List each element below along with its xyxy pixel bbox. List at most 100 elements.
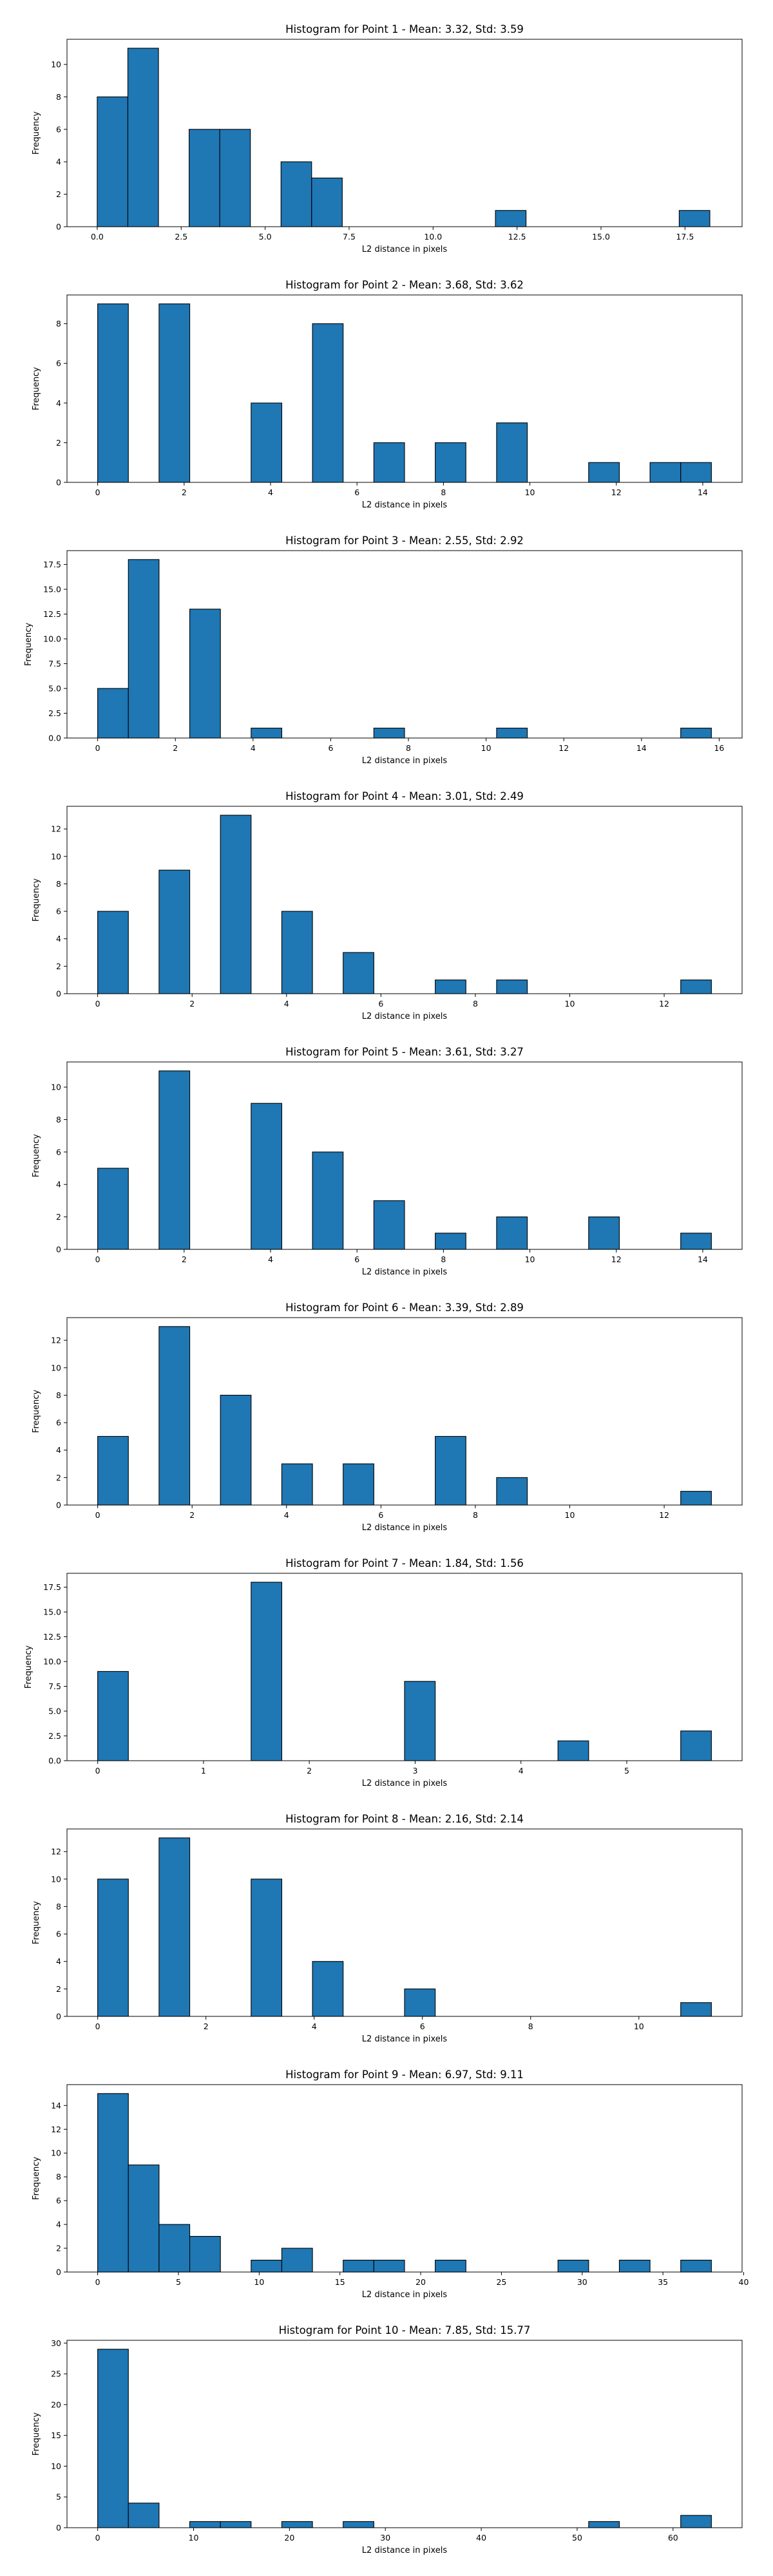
y-tick-label: 6 bbox=[56, 1147, 61, 1157]
x-tick-label: 6 bbox=[378, 999, 383, 1009]
x-tick-label: 12 bbox=[611, 1255, 622, 1264]
x-axis-label: L2 distance in pixels bbox=[362, 1523, 448, 1533]
histogram-bar bbox=[373, 728, 405, 739]
y-tick-label: 4 bbox=[56, 934, 61, 943]
histogram-bar bbox=[312, 1961, 344, 2017]
x-tick-label: 10 bbox=[481, 743, 491, 753]
x-tick-label: 20 bbox=[415, 2277, 426, 2287]
x-tick-label: 0 bbox=[95, 743, 100, 753]
x-tick-label: 60 bbox=[668, 2533, 678, 2543]
histogram-bar bbox=[557, 1740, 589, 1761]
x-tick-label: 16 bbox=[714, 743, 724, 753]
histogram-bar bbox=[680, 2515, 712, 2528]
histogram-bar bbox=[251, 402, 283, 483]
x-tick-label: 2 bbox=[182, 1255, 187, 1264]
y-tick-label: 12 bbox=[51, 2125, 61, 2134]
x-tick-label: 0 bbox=[95, 2533, 100, 2543]
x-axis-label: L2 distance in pixels bbox=[362, 756, 448, 766]
y-tick-label: 7.5 bbox=[48, 1681, 61, 1691]
y-tick-label: 12.5 bbox=[43, 609, 61, 619]
y-tick-label: 10 bbox=[51, 60, 61, 70]
axes-frame bbox=[66, 2084, 743, 2273]
y-tick-label: 0 bbox=[56, 989, 61, 999]
x-tick-label: 0.0 bbox=[91, 232, 104, 242]
chart-title: Histogram for Point 2 - Mean: 3.68, Std:… bbox=[285, 279, 524, 291]
x-tick-label: 7.5 bbox=[343, 232, 356, 242]
histogram-bar bbox=[189, 2521, 221, 2528]
x-tick-label: 5.0 bbox=[259, 232, 272, 242]
x-tick-label: 0 bbox=[95, 2277, 100, 2287]
histogram-bar bbox=[588, 462, 620, 483]
y-tick-label: 6 bbox=[56, 2196, 61, 2206]
histogram-bar bbox=[680, 1233, 712, 1250]
y-tick-label: 0.0 bbox=[48, 734, 61, 743]
histogram-bar bbox=[312, 1151, 344, 1250]
chart-panel-1: Histogram for Point 1 - Mean: 3.32, Std:… bbox=[32, 23, 743, 254]
x-tick-label: 17.5 bbox=[676, 232, 694, 242]
x-tick-label: 8 bbox=[441, 488, 446, 497]
histogram-bar bbox=[97, 2349, 129, 2528]
y-tick-label: 10 bbox=[51, 1363, 61, 1372]
histogram-bar bbox=[158, 303, 191, 483]
y-tick-label: 30 bbox=[51, 2338, 61, 2348]
chart-title: Histogram for Point 3 - Mean: 2.55, Std:… bbox=[285, 535, 524, 547]
histogram-bar bbox=[97, 1435, 129, 1506]
x-tick-label: 14 bbox=[636, 743, 647, 753]
x-tick-label: 12 bbox=[558, 743, 569, 753]
histogram-bar bbox=[373, 2259, 405, 2273]
histogram-bar bbox=[97, 688, 129, 739]
y-tick-label: 12.5 bbox=[43, 1632, 61, 1642]
x-tick-label: 12 bbox=[611, 488, 622, 497]
y-tick-label: 0.0 bbox=[48, 1756, 61, 1766]
histogram-bar bbox=[251, 1103, 283, 1250]
histogram-bar bbox=[97, 911, 129, 994]
y-tick-label: 4 bbox=[56, 157, 61, 167]
y-tick-label: 8 bbox=[56, 1115, 61, 1124]
x-tick-label: 2 bbox=[182, 488, 187, 497]
x-axis-label: L2 distance in pixels bbox=[362, 1267, 448, 1277]
y-axis-label: Frequency bbox=[32, 1901, 41, 1944]
y-tick-label: 8 bbox=[56, 1390, 61, 1400]
x-tick-label: 2 bbox=[189, 999, 195, 1009]
chart-panel-3: Histogram for Point 3 - Mean: 2.55, Std:… bbox=[24, 535, 743, 766]
y-tick-label: 12 bbox=[51, 1847, 61, 1857]
y-tick-label: 6 bbox=[56, 1929, 61, 1939]
x-tick-label: 1 bbox=[201, 1766, 206, 1776]
histogram-bar bbox=[189, 609, 221, 739]
x-tick-label: 30 bbox=[577, 2277, 587, 2287]
x-tick-label: 4 bbox=[284, 1510, 289, 1520]
y-tick-label: 10 bbox=[51, 851, 61, 861]
y-tick-label: 4 bbox=[56, 1180, 61, 1189]
x-tick-label: 2 bbox=[189, 1510, 195, 1520]
axes-frame bbox=[66, 1317, 743, 1506]
x-tick-label: 8 bbox=[473, 1510, 478, 1520]
x-axis-label: L2 distance in pixels bbox=[362, 1779, 448, 1788]
chart-panel-8: Histogram for Point 8 - Mean: 2.16, Std:… bbox=[32, 1813, 743, 2044]
chart-title: Histogram for Point 9 - Mean: 6.97, Std:… bbox=[285, 2069, 524, 2081]
chart-title: Histogram for Point 4 - Mean: 3.01, Std:… bbox=[285, 790, 524, 802]
y-tick-label: 10 bbox=[51, 2461, 61, 2471]
histogram-bar bbox=[343, 2259, 374, 2273]
y-axis-label: Frequency bbox=[32, 367, 41, 410]
axes-frame bbox=[66, 806, 743, 994]
chart-panel-9: Histogram for Point 9 - Mean: 6.97, Std:… bbox=[32, 2069, 749, 2300]
y-tick-label: 5.0 bbox=[48, 684, 61, 694]
y-axis-label: Frequency bbox=[24, 623, 33, 666]
histogram-bar bbox=[158, 1070, 191, 1250]
y-tick-label: 5.0 bbox=[48, 1707, 61, 1716]
y-tick-label: 6 bbox=[56, 907, 61, 916]
histogram-bar bbox=[496, 1477, 528, 1506]
y-tick-label: 4 bbox=[56, 1956, 61, 1966]
histogram-bar bbox=[588, 1217, 620, 1250]
x-tick-label: 6 bbox=[328, 743, 333, 753]
histogram-bar bbox=[680, 2259, 712, 2273]
x-tick-label: 14 bbox=[698, 1255, 708, 1264]
y-tick-label: 4 bbox=[56, 398, 61, 408]
histogram-bar bbox=[251, 2259, 283, 2273]
histogram-bar bbox=[343, 952, 374, 994]
x-tick-label: 4 bbox=[268, 1255, 273, 1264]
x-tick-label: 8 bbox=[441, 1255, 446, 1264]
y-axis-label: Frequency bbox=[24, 1645, 33, 1689]
histogram-bar bbox=[680, 980, 712, 994]
y-tick-label: 5 bbox=[56, 2492, 61, 2502]
